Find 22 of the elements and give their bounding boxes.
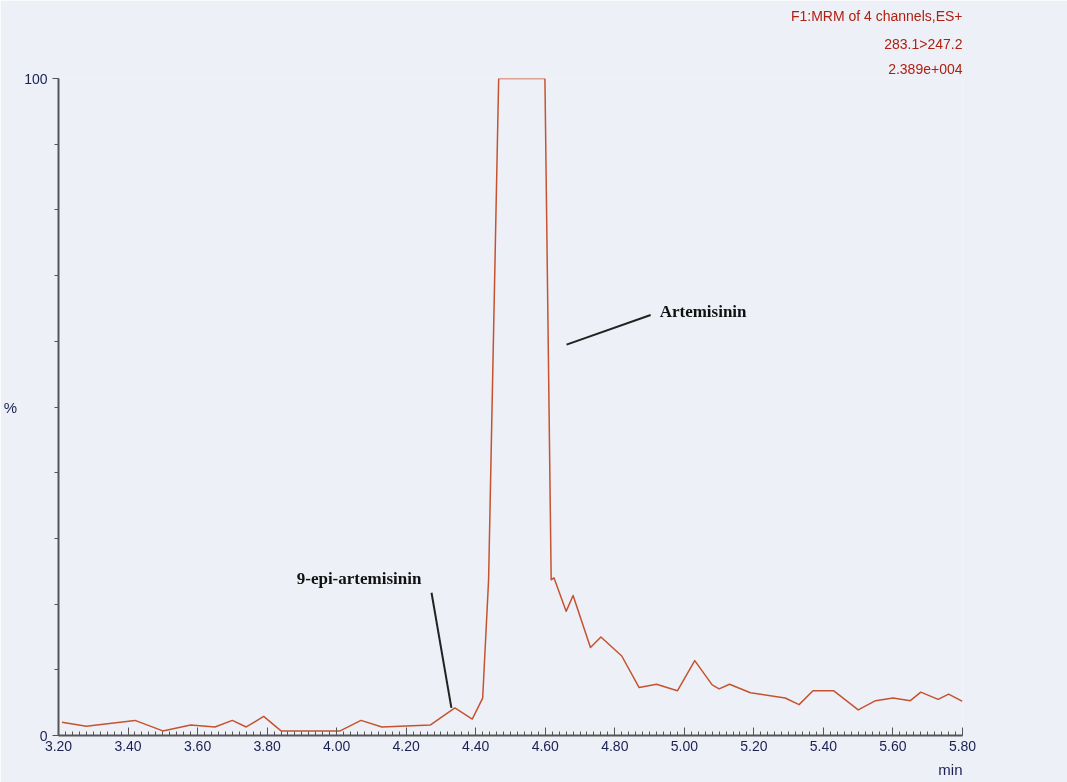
- x-tick-label: 4.60: [531, 737, 560, 754]
- x-axis-title: min: [938, 760, 963, 778]
- x-tick-label: 4.40: [462, 737, 490, 754]
- x-tick-label: 4.80: [601, 737, 629, 754]
- annotation: 9-epi-artemisinin: [296, 568, 422, 588]
- text: F1:MRM of 4 channels,ES+: [790, 7, 963, 24]
- x-tick-label: 3.80: [253, 737, 281, 754]
- text: 2.389e+004: [888, 60, 963, 77]
- x-tick-label: 5.60: [879, 737, 907, 754]
- x-tick-label: 5.80: [948, 737, 977, 754]
- line-series: [61, 78, 963, 732]
- text: 283.1>247.2: [884, 35, 963, 52]
- annotation: Artemisinin: [659, 302, 748, 322]
- x-tick-label: 5.40: [809, 737, 838, 754]
- x-tick-label: 4.20: [392, 737, 421, 754]
- x-tick-label: 4.00: [323, 737, 351, 754]
- x-tick-label: 5.00: [670, 737, 699, 754]
- y-axis-title: %: [3, 398, 18, 416]
- x-tick-label: 5.20: [740, 737, 768, 754]
- x-tick-label: 3.40: [114, 737, 142, 754]
- y-tick-label: 100: [24, 70, 48, 87]
- x-tick-label: 3.60: [183, 737, 212, 754]
